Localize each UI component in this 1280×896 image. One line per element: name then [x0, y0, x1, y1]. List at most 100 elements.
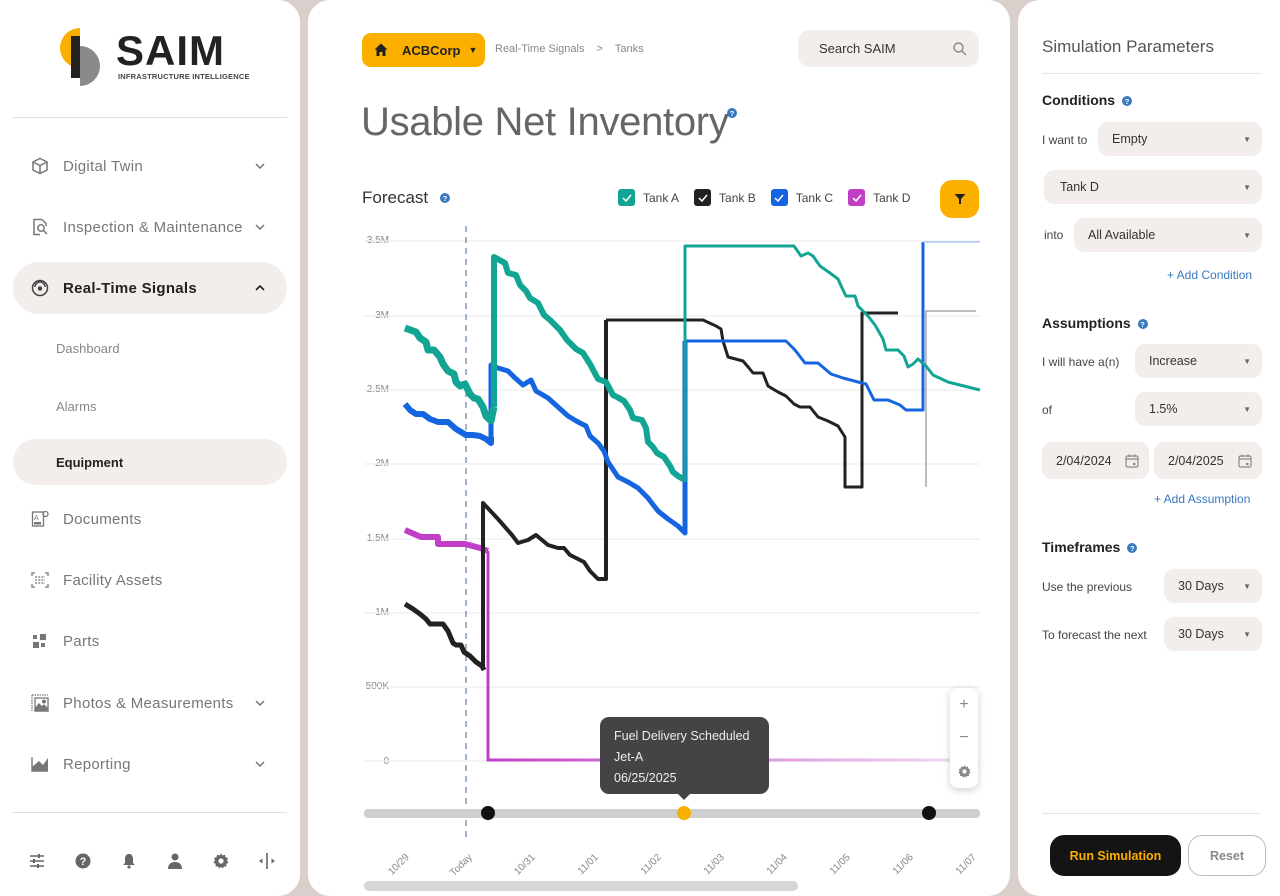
- select-value: All Available: [1088, 228, 1156, 242]
- y-tick: 0: [383, 756, 389, 767]
- action-select[interactable]: Empty ▼: [1098, 122, 1262, 156]
- label-i-want-to: I want to: [1042, 133, 1088, 147]
- sidebar-item-label: Photos & Measurements: [63, 694, 234, 712]
- timeline-event-marker-selected[interactable]: [677, 806, 691, 820]
- select-value: Increase: [1149, 354, 1197, 368]
- divider: [13, 812, 287, 813]
- divider: [13, 117, 287, 118]
- help-icon[interactable]: ?: [1137, 319, 1148, 330]
- sliders-icon[interactable]: [22, 846, 52, 876]
- destination-select[interactable]: All Available ▼: [1074, 218, 1262, 252]
- end-date-input[interactable]: 2/04/2025: [1154, 442, 1262, 479]
- section-title: Assumptions: [1042, 315, 1131, 331]
- filter-button[interactable]: [940, 180, 979, 218]
- y-tick: 3.5M: [366, 235, 389, 246]
- help-icon[interactable]: ?: [68, 846, 98, 876]
- select-value: 1.5%: [1149, 402, 1178, 416]
- add-assumption-link[interactable]: + Add Assumption: [1154, 492, 1251, 506]
- breadcrumb-separator: >: [596, 43, 603, 55]
- section-title: Conditions: [1042, 92, 1116, 108]
- sidebar: SAIM INFRASTRUCTURE INTELLIGENCE Digital…: [0, 0, 300, 896]
- date-value: 2/04/2025: [1168, 453, 1224, 468]
- brand-name: SAIM: [116, 27, 225, 74]
- caret-down-icon: ▼: [1243, 581, 1251, 591]
- sidebar-subitem-alarms[interactable]: Alarms: [13, 383, 287, 429]
- help-icon[interactable]: ?: [440, 193, 450, 203]
- change-select[interactable]: Increase ▼: [1135, 344, 1262, 378]
- sidebar-item-inspection-maintenance[interactable]: Inspection & Maintenance: [13, 201, 287, 253]
- logo[interactable]: SAIM INFRASTRUCTURE INTELLIGENCE: [58, 24, 249, 90]
- zoom-out-icon[interactable]: −: [959, 728, 969, 746]
- search-placeholder: Search SAIM: [819, 41, 896, 56]
- label-use-previous: Use the previous: [1042, 580, 1133, 594]
- sidebar-item-parts[interactable]: Parts: [13, 615, 287, 667]
- divider: [1042, 813, 1261, 814]
- horizontal-scrollbar[interactable]: [364, 881, 798, 891]
- chevron-down-icon: [253, 761, 267, 767]
- conditions-title: Conditions ?: [1042, 92, 1132, 108]
- sidebar-subitem-label: Alarms: [56, 398, 97, 414]
- y-tick: 1.5M: [366, 533, 389, 544]
- sidebar-item-digital-twin[interactable]: Digital Twin: [13, 140, 287, 192]
- timeframes-title: Timeframes ?: [1042, 539, 1138, 555]
- label-forecast-next: To forecast the next: [1042, 628, 1147, 642]
- help-icon[interactable]: ?: [1122, 96, 1132, 107]
- sidebar-item-label: Parts: [63, 632, 100, 650]
- sidebar-subitem-equipment[interactable]: Equipment: [13, 439, 287, 485]
- sidebar-subitem-dashboard[interactable]: Dashboard: [13, 325, 287, 371]
- chart-settings-icon[interactable]: [950, 756, 978, 786]
- select-value: 30 Days: [1178, 627, 1224, 641]
- breadcrumb-item-real-time-signals[interactable]: Real-Time Signals: [495, 43, 585, 55]
- assumptions-title: Assumptions ?: [1042, 315, 1148, 331]
- label-of: of: [1042, 403, 1053, 417]
- legend-toggle-tank-a[interactable]: Tank A: [618, 189, 679, 206]
- section-title: Timeframes: [1042, 539, 1121, 555]
- caret-down-icon: ▼: [1243, 356, 1251, 366]
- org-selector-button[interactable]: ACBCorp ▼: [362, 33, 485, 67]
- zoom-in-icon[interactable]: +: [959, 695, 969, 713]
- legend-toggle-tank-b[interactable]: Tank B: [694, 189, 756, 206]
- sidebar-item-reporting[interactable]: Reporting: [13, 738, 287, 790]
- split-view-icon[interactable]: [252, 846, 282, 876]
- date-value: 2/04/2024: [1056, 453, 1112, 468]
- reset-button[interactable]: Reset: [1188, 835, 1266, 876]
- forecast-period-select[interactable]: 30 Days ▼: [1164, 617, 1262, 651]
- saim-logo-icon: [60, 28, 100, 86]
- event-tooltip: Fuel Delivery Scheduled Jet-A 06/25/2025: [600, 717, 769, 800]
- tooltip-title: Fuel Delivery Scheduled: [614, 729, 750, 743]
- gauge-icon: [30, 278, 50, 298]
- user-icon[interactable]: [160, 846, 190, 876]
- previous-period-select[interactable]: 30 Days ▼: [1164, 569, 1262, 603]
- legend-toggle-tank-c[interactable]: Tank C: [770, 189, 833, 206]
- start-date-input[interactable]: 2/04/2024: [1042, 442, 1149, 479]
- breadcrumb-item-tanks[interactable]: Tanks: [614, 43, 644, 55]
- simulation-parameters-panel: Simulation Parameters Conditions ? I wan…: [1018, 0, 1280, 896]
- sidebar-item-real-time-signals[interactable]: Real-Time Signals: [13, 262, 287, 314]
- help-icon[interactable]: ?: [1127, 543, 1138, 554]
- calendar-icon: [1125, 454, 1139, 468]
- sidebar-item-photos-measurements[interactable]: Photos & Measurements: [13, 677, 287, 729]
- chart-legend: Tank A Tank B Tank C Tank D: [618, 189, 910, 206]
- legend-toggle-tank-d[interactable]: Tank D: [848, 189, 910, 206]
- chevron-down-icon: [253, 700, 267, 706]
- sidebar-item-label: Facility Assets: [63, 571, 163, 589]
- sidebar-item-facility-assets[interactable]: Facility Assets: [13, 554, 287, 606]
- bell-icon[interactable]: [114, 846, 144, 876]
- search-input[interactable]: Search SAIM: [798, 30, 979, 67]
- event-timeline[interactable]: [364, 809, 980, 818]
- cube-icon: [30, 156, 50, 176]
- caret-down-icon: ▼: [1243, 404, 1251, 414]
- run-simulation-button[interactable]: Run Simulation: [1050, 835, 1181, 876]
- caret-down-icon: ▼: [1243, 230, 1251, 240]
- calendar-icon: [1238, 454, 1252, 468]
- timeline-event-marker[interactable]: [922, 806, 936, 820]
- legend-label: Tank B: [719, 190, 756, 205]
- x-tick: 11/05: [827, 852, 853, 877]
- tank-select[interactable]: Tank D ▼: [1044, 170, 1262, 204]
- gear-icon[interactable]: [206, 846, 236, 876]
- add-condition-link[interactable]: + Add Condition: [1167, 268, 1253, 282]
- sidebar-item-documents[interactable]: A Documents: [13, 493, 287, 545]
- timeline-event-marker[interactable]: [481, 806, 495, 820]
- help-icon[interactable]: ?: [727, 108, 737, 118]
- rate-select[interactable]: 1.5% ▼: [1135, 392, 1262, 426]
